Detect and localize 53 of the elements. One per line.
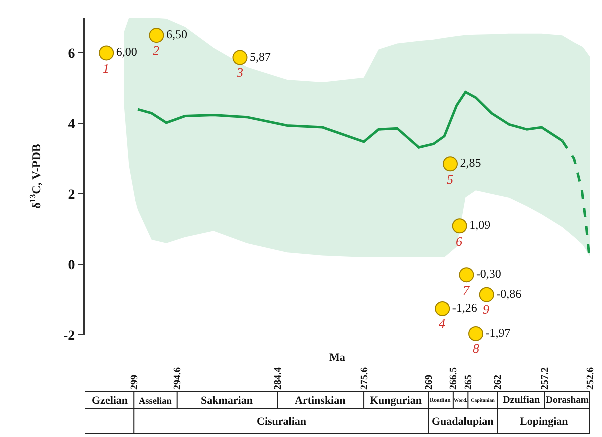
y-tick-label: 4 xyxy=(68,118,76,133)
annotation: 2 xyxy=(153,43,160,58)
x-tick-label: 257.2 xyxy=(540,368,552,390)
data-label: 6,50 xyxy=(166,28,188,42)
annotation: 1 xyxy=(103,61,110,76)
text: Dzulfian xyxy=(503,395,540,406)
data-label: 1,09 xyxy=(470,218,491,232)
annotation: 7 xyxy=(463,283,470,298)
text: Sakmarian xyxy=(201,395,253,407)
annotation: 8 xyxy=(473,341,480,356)
text: Asselian xyxy=(139,396,172,406)
text: Kungurian xyxy=(370,395,422,407)
x-tick-label: 265 xyxy=(463,375,474,390)
text: Artinskian xyxy=(295,395,346,407)
text: Lopingian xyxy=(520,416,568,428)
data-label: 2,85 xyxy=(460,156,482,170)
x-tick-label: 262 xyxy=(492,375,504,390)
data-label: -0,86 xyxy=(496,286,522,301)
annotation: 3 xyxy=(236,65,244,80)
data-label: -1,26 xyxy=(452,300,478,315)
annotation: 9 xyxy=(483,302,490,317)
y-tick-label: 0 xyxy=(68,258,76,274)
text: Dorasham xyxy=(546,395,589,406)
point xyxy=(149,28,164,44)
text: Cisuralian xyxy=(257,416,307,428)
data-label: 5,87 xyxy=(250,50,271,64)
annotation: 4 xyxy=(439,316,446,331)
annotation: 6 xyxy=(456,234,463,249)
x-tick-label: 275.6 xyxy=(359,368,370,390)
y-tick-label: -2 xyxy=(64,328,76,344)
data-label: -0,30 xyxy=(476,267,502,282)
x-tick-label: 252.6 xyxy=(585,368,596,390)
point xyxy=(468,326,484,342)
point xyxy=(435,301,450,316)
point xyxy=(459,268,474,283)
x-tick-label: 294.6 xyxy=(172,368,184,390)
x-tick-label: 269 xyxy=(424,375,436,390)
x-axis-title: Ma xyxy=(330,352,346,364)
data-label: -1,97 xyxy=(486,326,511,340)
y-tick-label: 2 xyxy=(68,188,76,204)
x-tick-label: 284.4 xyxy=(272,368,284,390)
text: Guadalupian xyxy=(432,416,494,428)
y-tick-label: 6 xyxy=(68,47,76,62)
x-tick-label: 266.5 xyxy=(448,368,460,390)
x-tick-label: 299 xyxy=(129,375,140,390)
data-label: 6,00 xyxy=(116,45,138,60)
point xyxy=(232,50,248,66)
annotation: 5 xyxy=(447,172,454,187)
point xyxy=(479,287,494,302)
text: Gzelian xyxy=(92,395,128,407)
point xyxy=(442,156,458,172)
point xyxy=(99,46,114,61)
point xyxy=(452,218,468,234)
